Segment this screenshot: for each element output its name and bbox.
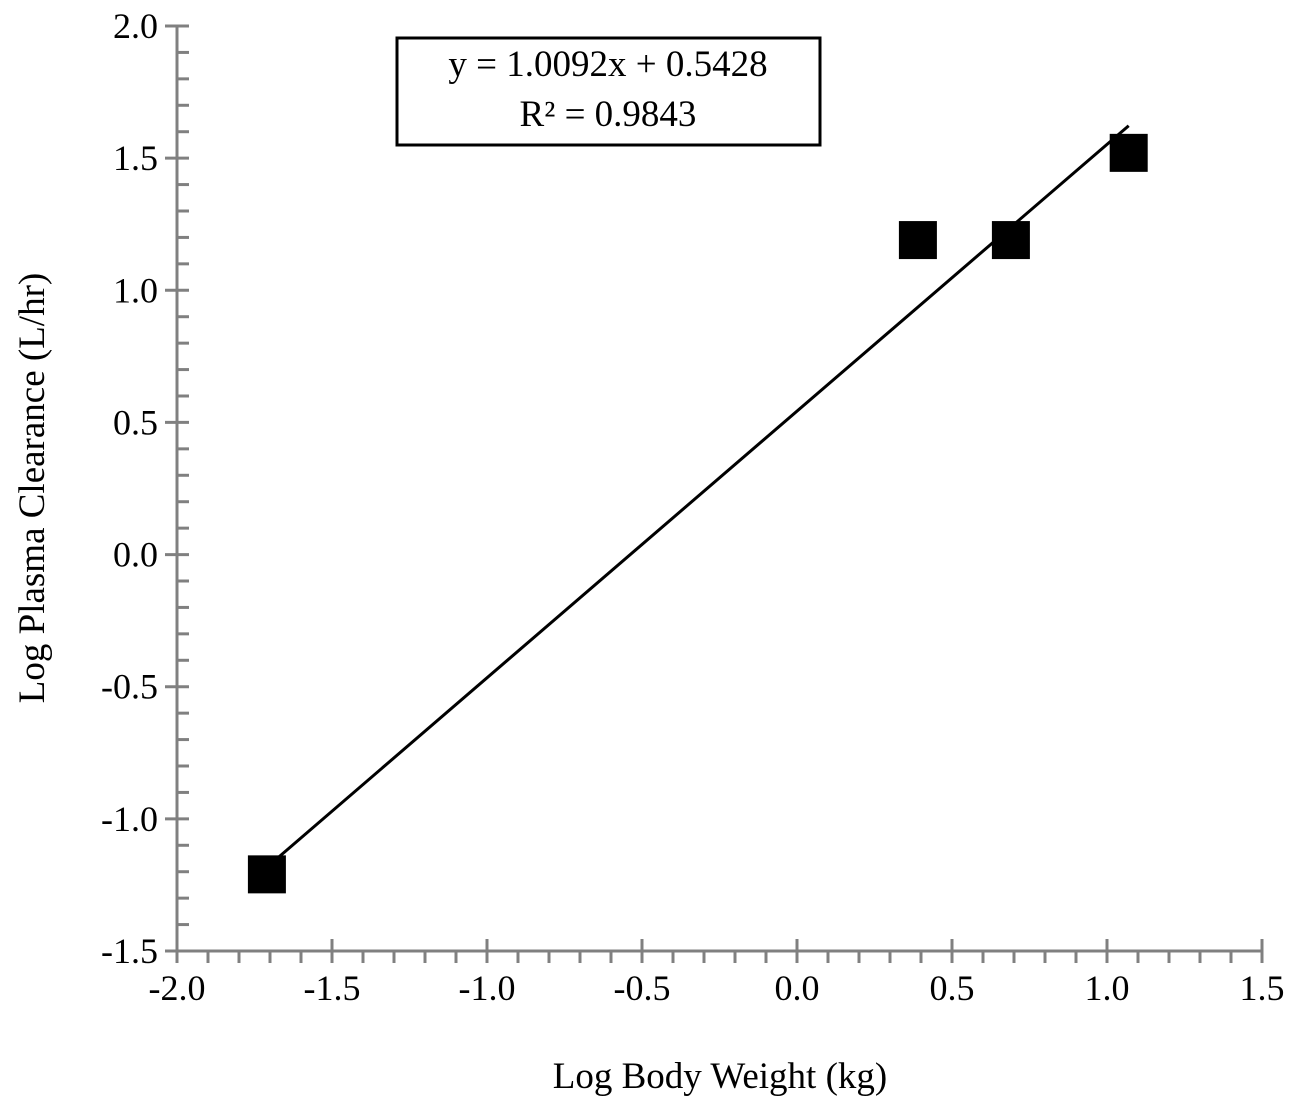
y-tick-label: -1.0 <box>101 799 158 839</box>
y-tick-label: 0.0 <box>113 535 158 575</box>
x-tick-label: 1.5 <box>1240 968 1285 1008</box>
data-point <box>991 221 1030 260</box>
x-tick-label: -1.5 <box>304 968 361 1008</box>
y-tick-label: 1.5 <box>113 138 158 178</box>
x-tick-label: -0.5 <box>614 968 671 1008</box>
x-tick-label: 0.0 <box>775 968 820 1008</box>
tick-labels: -2.0 -1.5 -1.0 -0.5 0.0 0.5 1.0 1.5-1.5-1.0-0.5… <box>101 6 1285 1008</box>
x-tick-label: 1.0 <box>1085 968 1130 1008</box>
y-tick-label: 0.5 <box>113 402 158 442</box>
data-points <box>247 133 1148 894</box>
y-tick-label: 1.0 <box>113 270 158 310</box>
y-tick-label: -1.5 <box>101 931 158 971</box>
trendline <box>265 124 1130 869</box>
r-squared-text: R² = 0.9843 <box>520 94 697 135</box>
equation-text: y = 1.0092x + 0.5428 <box>448 44 767 85</box>
data-point <box>1109 133 1148 172</box>
x-tick-label: -2.0 <box>149 968 206 1008</box>
x-tick-label: -1.0 <box>459 968 516 1008</box>
x-axis-title: Log Body Weight (kg) <box>553 1056 887 1097</box>
y-tick-label: -0.5 <box>101 667 158 707</box>
y-tick-label: 2.0 <box>113 6 158 46</box>
y-axis-title: Log Plasma Clearance (L/hr) <box>12 273 53 703</box>
x-tick-label: 0.5 <box>930 968 975 1008</box>
data-point <box>247 855 286 894</box>
data-point <box>898 221 937 260</box>
equation-box <box>395 36 822 147</box>
axes <box>165 24 1264 963</box>
